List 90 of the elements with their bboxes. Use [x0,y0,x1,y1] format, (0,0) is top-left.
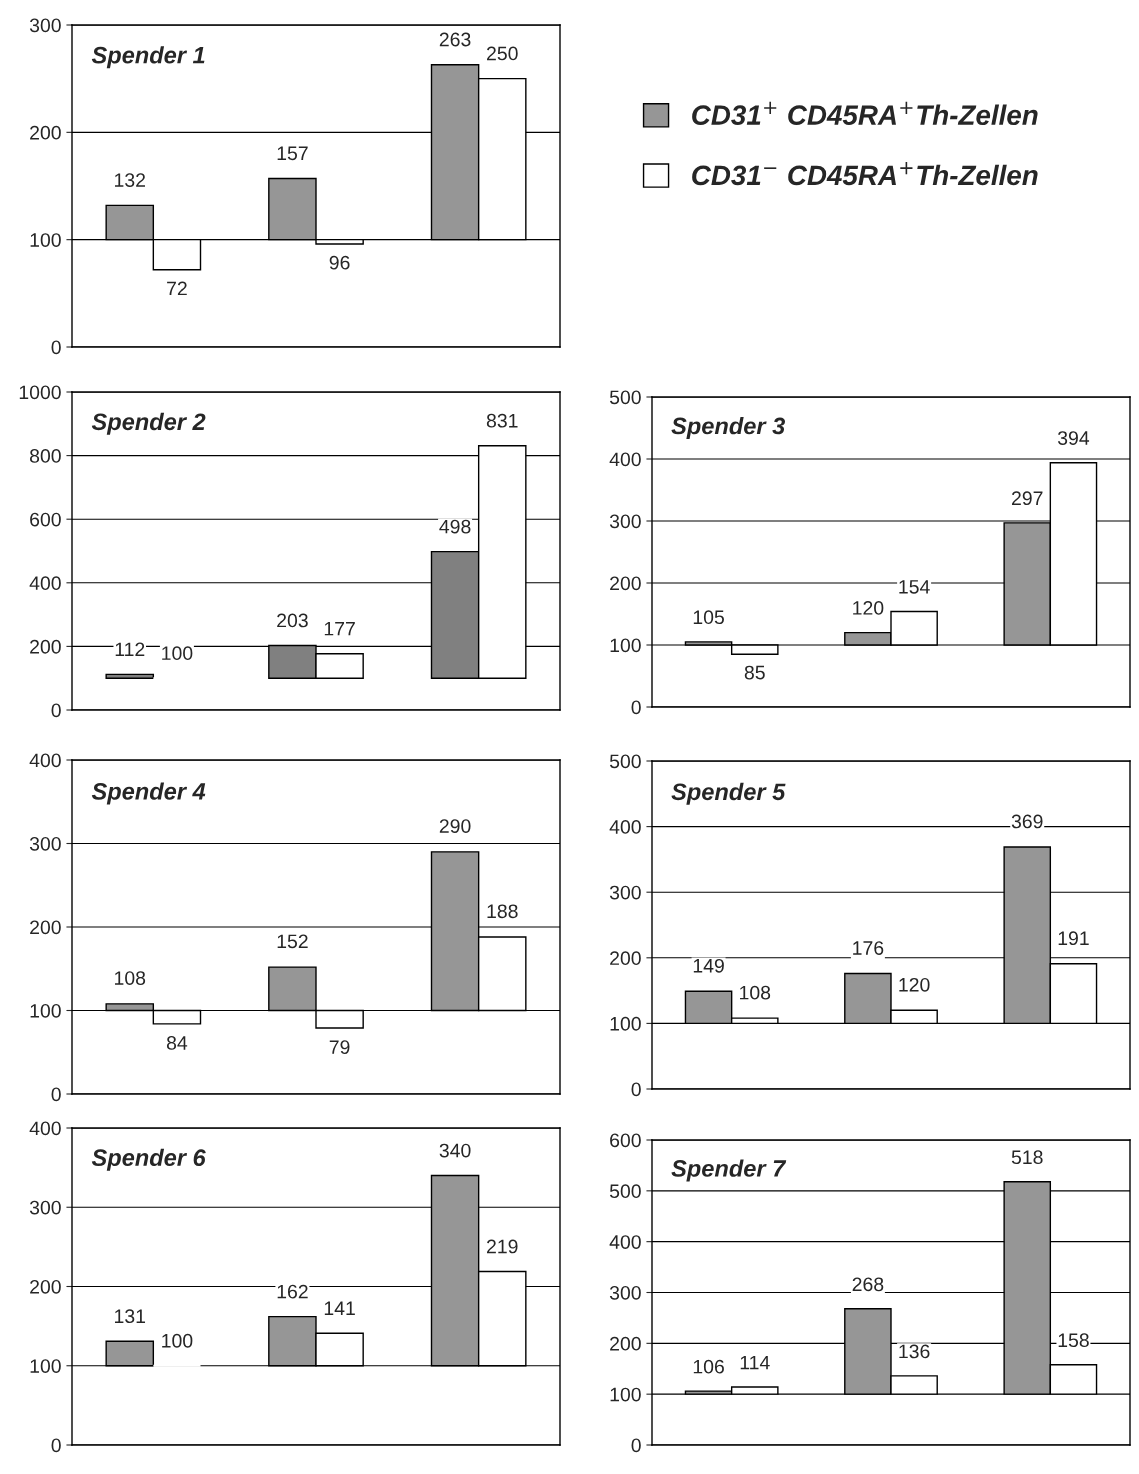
y-tick-label: 200 [610,951,641,966]
data-label: 106 [693,1359,724,1374]
data-label: 158 [1058,1333,1089,1348]
y-tick-label: 300 [29,18,61,33]
data-label: 263 [439,32,471,47]
data-label: 85 [744,665,765,680]
data-label: 177 [324,621,355,636]
y-tick-label: 100 [610,638,641,653]
data-label: 105 [693,610,724,625]
data-label: 84 [166,1036,188,1050]
data-label: 154 [899,580,930,594]
text: Spender 2 [91,412,206,435]
y-tick-label: 200 [610,576,641,591]
data-label: 394 [1057,431,1090,445]
y-tick-label: 400 [609,820,641,834]
y-tick-label: 0 [51,340,61,355]
legend-label: CD31$^{−}$ CD45RA$^{+}$Th-Zellen [692,162,1038,186]
data-label: 120 [853,601,884,615]
y-tick-label: 200 [30,639,61,654]
text: Spender 5 [671,782,786,805]
data-label: 72 [167,281,187,296]
y-tick-label: 800 [29,449,61,463]
data-label: 100 [162,646,193,661]
text: Spender 6 [91,1148,206,1171]
data-label: 132 [115,173,145,187]
y-tick-label: 100 [30,1359,61,1373]
y-tick-label: 300 [29,836,61,851]
data-label: 79 [329,1040,350,1055]
y-tick-label: 400 [609,1235,641,1249]
text: Spender 7 [671,1159,787,1182]
data-label: 340 [439,1143,471,1158]
data-label: 136 [899,1344,930,1359]
y-tick-label: 1000 [19,385,61,400]
data-label: 191 [1058,931,1089,946]
y-tick-label: 200 [30,125,61,140]
y-tick-label: 0 [51,703,61,718]
y-tick-label: 0 [631,1438,641,1453]
text: Spender 3 [671,416,786,439]
data-label: 114 [740,1355,770,1370]
data-label: 131 [115,1309,146,1324]
y-tick-label: 100 [30,1003,61,1018]
y-tick-label: 300 [609,885,641,900]
y-tick-label: 500 [609,1184,641,1199]
text: Spender 4 [91,782,206,805]
data-label: 290 [439,819,471,833]
data-label: 297 [1011,491,1043,506]
y-tick-label: 400 [29,753,61,768]
data-label: 112 [115,642,145,657]
y-tick-label: 100 [610,1387,641,1402]
y-tick-label: 100 [610,1016,641,1031]
y-tick-label: 600 [30,512,61,527]
data-label: 369 [1011,814,1043,829]
data-label: 120 [899,977,930,992]
data-label: 100 [162,1333,193,1348]
data-label: 108 [115,971,146,985]
y-tick-label: 0 [631,1082,641,1097]
data-label: 108 [740,985,771,1000]
y-tick-label: 300 [609,514,641,529]
legend-label: CD31$^{+}$ CD45RA$^{+}$Th-Zellen [692,101,1038,125]
text: Spender 1 [91,46,205,69]
data-label: 176 [853,941,884,955]
data-label: 268 [852,1277,884,1292]
y-tick-label: 400 [29,576,61,591]
y-tick-label: 0 [51,1087,61,1102]
data-label: 203 [277,613,308,628]
y-tick-label: 0 [51,1438,61,1453]
data-label: 188 [487,904,518,919]
y-tick-label: 0 [631,700,641,715]
y-tick-label: 500 [609,754,641,769]
data-label: 162 [277,1284,308,1299]
y-tick-label: 300 [29,1200,61,1215]
data-label: 518 [1011,1150,1043,1165]
y-tick-label: 200 [30,920,61,935]
y-tick-label: 400 [609,452,641,467]
data-label: 96 [329,255,350,270]
data-label: 250 [487,46,518,61]
data-label: 141 [324,1301,355,1315]
data-label: 157 [277,146,308,161]
data-label: 152 [277,934,308,949]
y-tick-label: 600 [610,1133,641,1148]
y-tick-label: 400 [29,1121,61,1136]
y-tick-label: 100 [30,233,61,247]
data-label: 149 [693,958,724,973]
data-label: 219 [487,1239,518,1254]
data-label: 831 [486,413,518,428]
y-tick-label: 300 [609,1285,641,1300]
y-tick-label: 200 [30,1279,61,1294]
data-label: 498 [439,519,471,534]
y-tick-label: 500 [609,390,641,405]
y-tick-label: 200 [610,1336,641,1351]
